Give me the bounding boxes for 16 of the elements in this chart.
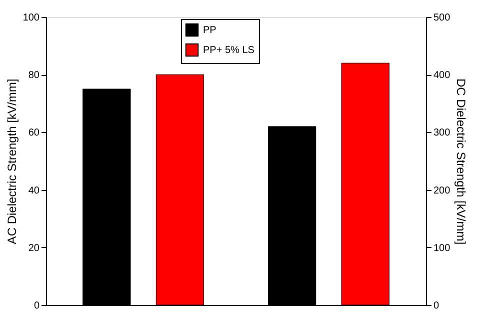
y-axis-title: AC Dielectric Strength [kV/mm] <box>4 78 19 244</box>
y-tick-label: 80 <box>28 70 40 82</box>
y-tick-label: 100 <box>22 12 40 24</box>
y2-tick-label: 500 <box>434 12 451 24</box>
y2-tick-label: 300 <box>434 128 451 139</box>
y2-tick-label: 100 <box>434 242 451 254</box>
y2-axis-title: DC Dielectric Strength [kV/mm] <box>454 78 468 245</box>
y-tick-label: 60 <box>28 128 40 139</box>
legend-label: PP <box>203 25 217 36</box>
legend-label: PP+ 5% LS <box>203 45 255 56</box>
y2-tick-label: 0 <box>434 300 440 312</box>
y2-tick-label: 400 <box>434 70 451 82</box>
y2-tick-label: 200 <box>434 185 451 196</box>
y-tick-label: 0 <box>34 300 40 312</box>
y-tick-label: 20 <box>28 242 40 254</box>
y-tick-label: 40 <box>28 185 40 196</box>
